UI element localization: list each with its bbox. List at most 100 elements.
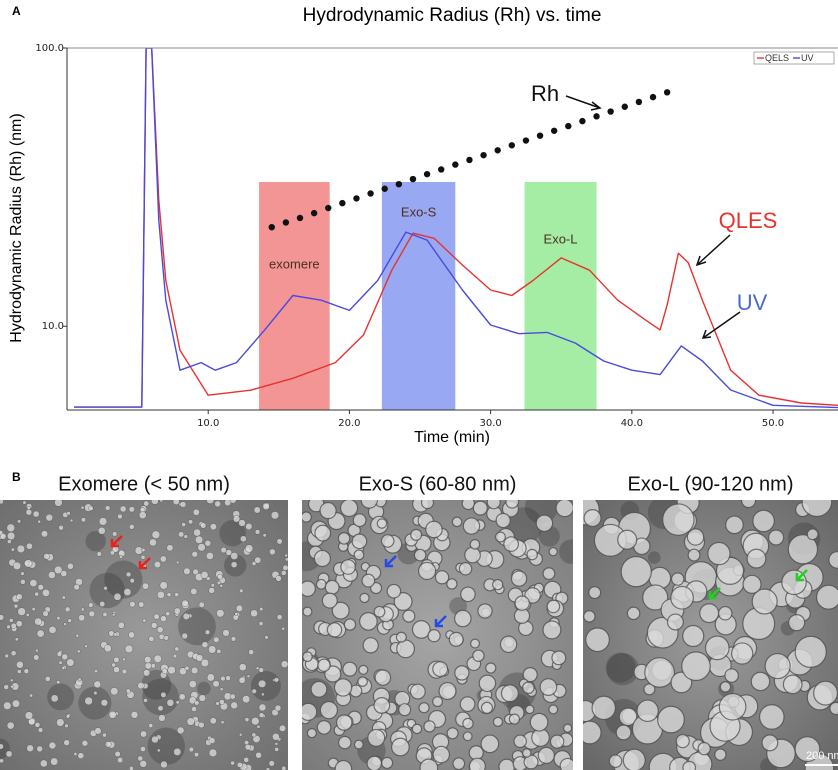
vesicle [188, 746, 194, 753]
vesicle [61, 653, 69, 661]
vesicle [188, 680, 197, 689]
dark-stain [47, 683, 75, 711]
vesicle [238, 663, 247, 672]
vesicle [197, 543, 206, 552]
vesicle [113, 632, 118, 637]
dark-stain [606, 652, 639, 686]
vesicle [39, 759, 48, 768]
vesicle [235, 604, 243, 612]
vesicle [494, 531, 506, 543]
vesicle [686, 528, 705, 546]
rh-point [296, 214, 304, 222]
vesicle [25, 612, 30, 617]
vesicle [16, 593, 23, 601]
vesicle [548, 704, 559, 715]
vesicle [725, 515, 744, 535]
vesicle [17, 519, 22, 524]
vesicle [148, 723, 154, 729]
vesicle [782, 674, 803, 695]
vesicle [93, 690, 98, 696]
vesicle [352, 513, 367, 528]
vesicle [427, 629, 441, 643]
vesicle [411, 620, 431, 639]
vesicle [139, 760, 148, 768]
vesicle [367, 728, 386, 747]
vesicle [505, 500, 520, 509]
vesicle [198, 721, 205, 729]
vesicle [390, 737, 410, 757]
vesicle [48, 625, 57, 634]
micrograph-title: Exo-S (60-80 nm) [359, 473, 517, 495]
vesicle [151, 530, 161, 539]
legend: QELS UV [753, 51, 835, 65]
vesicle [458, 562, 473, 576]
vesicle [181, 522, 186, 527]
vesicle [559, 757, 573, 770]
vesicle [373, 605, 386, 618]
vesicle [432, 696, 444, 708]
vesicle [373, 697, 391, 714]
vesicle [302, 606, 313, 617]
vesicle [324, 665, 342, 683]
vesicle [56, 718, 65, 727]
vesicle [829, 701, 838, 716]
vesicle [548, 546, 558, 557]
vesicle [220, 720, 225, 725]
vesicle [432, 745, 451, 764]
vesicle [413, 548, 427, 562]
vesicle [256, 724, 261, 729]
vesicle [246, 674, 251, 679]
vesicle [555, 500, 573, 518]
vesicle [469, 638, 481, 649]
vesicle [138, 601, 145, 608]
vesicle [767, 529, 785, 546]
vesicle [549, 734, 565, 749]
vesicle [492, 578, 504, 591]
rh-point [494, 147, 501, 154]
vesicle [183, 534, 189, 539]
vesicle [272, 732, 280, 741]
vesicle [472, 500, 488, 516]
vesicle [110, 687, 119, 696]
vesicle [636, 699, 659, 723]
vesicle [503, 536, 519, 552]
rh-point [607, 108, 614, 115]
vesicle [63, 622, 67, 626]
vesicle [129, 601, 136, 608]
vesicle [216, 648, 222, 654]
vesicle [393, 592, 413, 612]
vesicle [209, 523, 217, 531]
vesicle [281, 626, 286, 631]
vesicle [144, 655, 152, 664]
vesicle [250, 609, 258, 618]
vesicle [137, 682, 145, 690]
vesicle [239, 535, 247, 543]
vesicle [174, 646, 180, 652]
rh-point [452, 161, 459, 168]
vesicle [37, 584, 44, 591]
rh-point [480, 151, 487, 159]
vesicle [251, 717, 260, 726]
vesicle [334, 759, 353, 770]
vesicle [0, 614, 5, 621]
vesicle [386, 583, 402, 599]
highlight-band [381, 182, 456, 410]
vesicle [113, 666, 120, 673]
vesicle [462, 731, 473, 742]
vesicle [184, 665, 190, 671]
pointer-arrow [708, 587, 721, 600]
vesicle [204, 539, 212, 547]
vesicle [15, 620, 23, 628]
vesicle [125, 571, 132, 578]
vesicle [216, 609, 225, 618]
vesicle [56, 651, 63, 657]
dark-stain [647, 551, 661, 564]
vesicle [34, 617, 43, 626]
vesicle [190, 666, 199, 675]
vesicle [666, 613, 684, 631]
vesicle [0, 500, 4, 505]
vesicle [359, 592, 370, 604]
vesicle [682, 760, 697, 770]
vesicle [48, 741, 57, 750]
vesicle [230, 552, 239, 560]
